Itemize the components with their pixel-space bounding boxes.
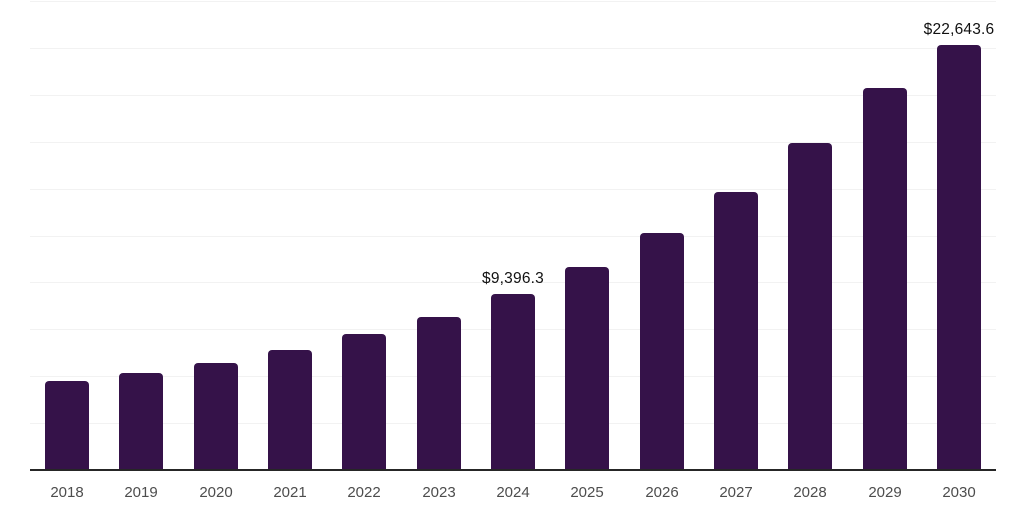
gridline [30, 189, 996, 190]
x-axis-label-2030: 2030 [942, 484, 976, 501]
x-axis-label-2021: 2021 [273, 484, 307, 501]
x-axis-label-2023: 2023 [422, 484, 456, 501]
x-axis-label-2028: 2028 [793, 484, 827, 501]
x-axis-label-2020: 2020 [199, 484, 233, 501]
bar-2018[interactable] [45, 381, 89, 470]
x-axis-label-2019: 2019 [124, 484, 158, 501]
x-axis-label-2026: 2026 [645, 484, 679, 501]
gridline [30, 142, 996, 143]
bar-2027[interactable] [714, 192, 758, 470]
bar-2029[interactable] [863, 88, 907, 470]
bar-2024[interactable] [491, 294, 535, 470]
x-axis-label-2029: 2029 [868, 484, 902, 501]
bar-2019[interactable] [119, 373, 163, 470]
data-label-2024: $9,396.3 [482, 270, 544, 287]
plot-area: $9,396.3 $22,643.6 2018 2019 2020 2021 2022 202… [30, 0, 996, 501]
x-axis-label-2025: 2025 [570, 484, 604, 501]
bar-2026[interactable] [640, 233, 684, 470]
bar-2020[interactable] [194, 363, 238, 470]
gridline [30, 1, 996, 2]
bar-2022[interactable] [342, 334, 386, 470]
bar-2023[interactable] [417, 317, 461, 470]
bar-2028[interactable] [788, 143, 832, 470]
data-label-2030: $22,643.6 [923, 21, 995, 38]
bar-2025[interactable] [565, 267, 609, 470]
x-axis-line [30, 469, 996, 471]
x-axis-label-2018: 2018 [50, 484, 84, 501]
bar-2030[interactable] [937, 45, 981, 470]
gridline [30, 48, 996, 49]
gridline [30, 95, 996, 96]
x-axis-label-2027: 2027 [719, 484, 753, 501]
x-axis-label-2022: 2022 [347, 484, 381, 501]
bar-2021[interactable] [268, 350, 312, 470]
x-axis-label-2024: 2024 [496, 484, 530, 501]
gridline [30, 236, 996, 237]
gridline [30, 282, 996, 283]
